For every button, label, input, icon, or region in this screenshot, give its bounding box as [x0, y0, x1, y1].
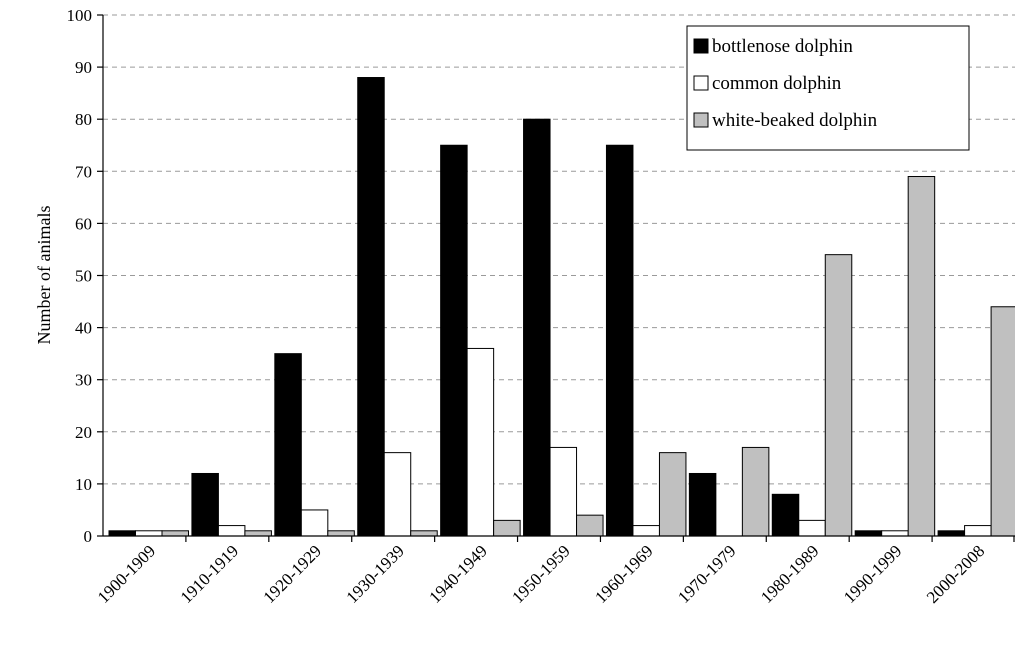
y-tick-label: 90	[75, 58, 92, 77]
x-tick-label: 1940-1949	[425, 541, 491, 607]
legend-label: bottlenose dolphin	[712, 36, 853, 57]
bar-bottlenose-dolphin	[605, 144, 634, 537]
y-tick-label: 0	[84, 527, 93, 546]
bar-common-dolphin	[798, 519, 826, 537]
x-tick-label: 1930-1939	[342, 541, 408, 607]
bar-bottlenose-dolphin	[274, 353, 302, 537]
bar-bottlenose-dolphin	[523, 118, 551, 537]
y-tick-label: 60	[75, 214, 92, 233]
bar-common-dolphin	[964, 525, 992, 537]
legend-box	[686, 25, 970, 151]
bar-common-dolphin	[300, 509, 329, 537]
bar-common-dolphin	[549, 446, 578, 537]
bar-white-beaked-dolphin	[658, 452, 687, 537]
bar-white-beaked-dolphin	[410, 530, 438, 537]
bar-bottlenose-dolphin	[108, 530, 136, 537]
x-tick-label: 1920-1929	[260, 541, 326, 607]
y-tick-label: 50	[75, 267, 92, 286]
x-axis-ticks: 1900-1909 1910-1919 1920-1929 1930-1939 1940…	[94, 536, 1015, 607]
bar-bottlenose-dolphin	[771, 493, 800, 537]
y-tick-label: 70	[75, 162, 92, 181]
bar-bottlenose-dolphin	[854, 530, 883, 537]
y-tick-label: 30	[75, 371, 92, 390]
y-tick-label: 10	[75, 475, 92, 494]
bar-common-dolphin	[466, 347, 495, 537]
bar-common-dolphin	[217, 525, 246, 537]
bar-white-beaked-dolphin	[741, 446, 770, 537]
y-tick-label: 100	[67, 6, 93, 25]
bar-common-dolphin	[135, 530, 163, 537]
bar-bottlenose-dolphin	[688, 472, 717, 537]
x-tick-label: 1990-1999	[840, 541, 906, 607]
bar-white-beaked-dolphin	[493, 519, 521, 537]
x-tick-label: 1960-1969	[591, 541, 657, 607]
legend-label: common dolphin	[712, 73, 842, 94]
bar-common-dolphin	[881, 530, 909, 537]
legend-swatch	[693, 38, 709, 54]
y-tick-label: 40	[75, 319, 92, 338]
x-tick-label: 1970-1979	[674, 541, 740, 607]
legend-swatch	[693, 75, 709, 91]
bar-white-beaked-dolphin	[576, 514, 604, 537]
y-tick-label: 20	[75, 423, 92, 442]
y-axis-title: Number of animals	[34, 206, 54, 345]
y-tick-label: 80	[75, 110, 92, 129]
bar-bottlenose-dolphin	[937, 530, 966, 537]
y-axis-ticks: 0 10 20 30 40 50 60 70 80 90 100	[67, 6, 103, 546]
x-tick-label: 1910-1919	[177, 541, 243, 607]
legend: bottlenose dolphin common dolphin white-be…	[686, 25, 970, 151]
bar-bottlenose-dolphin	[440, 144, 468, 537]
bar-white-beaked-dolphin	[990, 306, 1015, 537]
bar-white-beaked-dolphin	[327, 530, 355, 537]
bar-common-dolphin	[632, 525, 660, 537]
x-tick-label: 1900-1909	[94, 541, 160, 607]
bar-bottlenose-dolphin	[357, 77, 385, 537]
bar-white-beaked-dolphin	[907, 176, 936, 537]
legend-label: white-beaked dolphin	[712, 110, 878, 131]
x-tick-label: 1950-1959	[508, 541, 574, 607]
bar-white-beaked-dolphin	[244, 530, 272, 537]
legend-swatch	[693, 112, 709, 128]
bars	[108, 77, 1015, 537]
bar-white-beaked-dolphin	[161, 530, 189, 537]
bar-common-dolphin	[383, 452, 412, 537]
bar-bottlenose-dolphin	[191, 472, 219, 537]
x-tick-label: 1980-1989	[757, 541, 823, 607]
bar-white-beaked-dolphin	[824, 254, 853, 537]
x-tick-label: 2000-2008	[923, 541, 989, 607]
